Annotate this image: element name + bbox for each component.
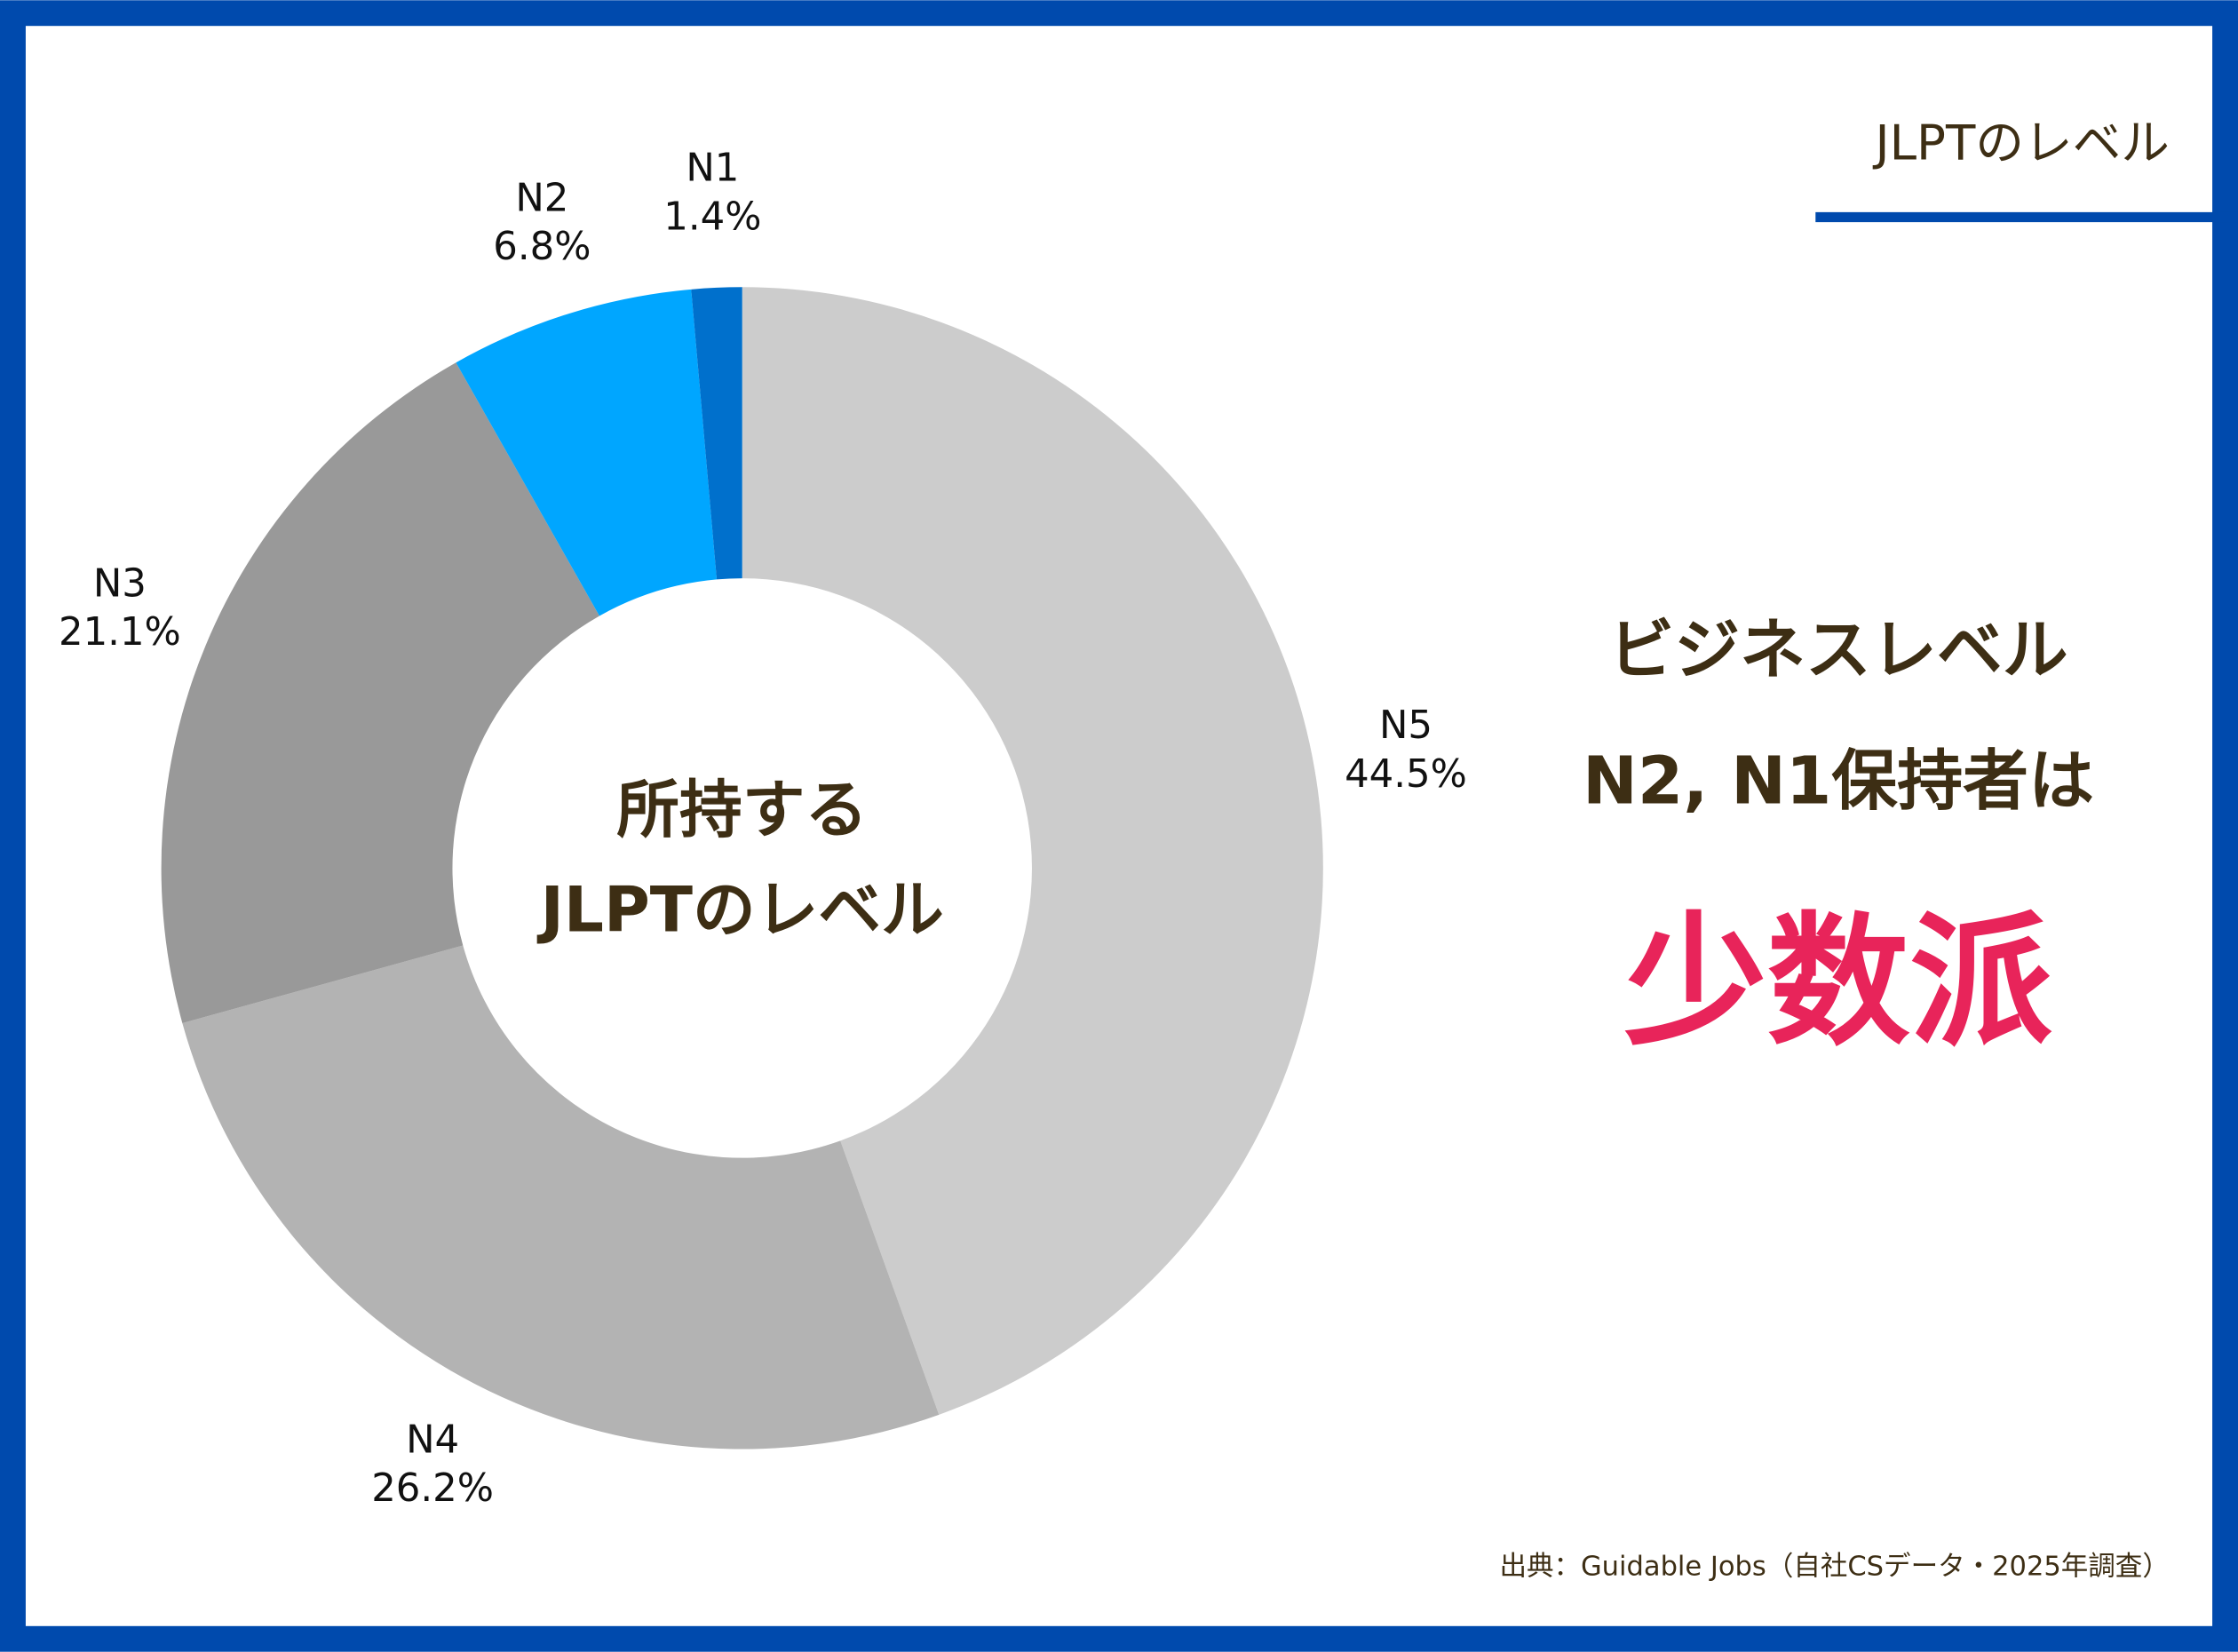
slice-category-label: N2 [515,176,568,220]
center-text: 所持する [616,773,868,846]
slice [742,287,1323,1415]
slice [161,362,599,1023]
slice-value-label: 6.8% [493,225,591,269]
annotation: ビジネスレベル [1608,612,2067,688]
slice-value-label: 44.5% [1345,752,1467,797]
annotation-highlight: 少数派 [1624,899,2052,1065]
slice-category-label: N1 [686,147,739,191]
slice [182,945,940,1449]
slice-value-label: 26.2% [371,1466,494,1511]
chart-title: JLPTのレベル [1872,114,2169,171]
slice [691,287,742,580]
annotation: N2, N1保持者は [1583,743,2094,820]
slice-value-label: 1.4% [663,195,761,239]
source: 出典：Guidable Jobs（自社CSデータ・2025年調査） [1499,1551,2169,1582]
slice-category-label: N3 [93,561,147,606]
center-text: JLPTのレベル [537,872,944,946]
slice-category-label: N4 [406,1418,459,1462]
slice-value-label: 21.1% [59,610,181,655]
slice [456,289,718,616]
slice-category-label: N5 [1379,703,1432,748]
